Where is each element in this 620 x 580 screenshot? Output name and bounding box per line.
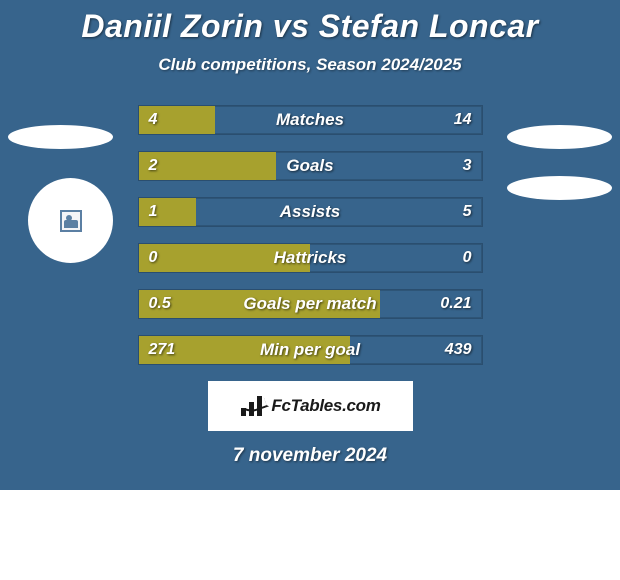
stat-right-value: 0.21 xyxy=(440,295,471,313)
stat-label: Assists xyxy=(280,202,340,222)
stat-label: Goals per match xyxy=(243,294,376,314)
date: 7 november 2024 xyxy=(0,445,620,467)
player-right-name-placeholder xyxy=(507,125,612,149)
stat-right-value: 439 xyxy=(445,341,472,359)
stat-fill xyxy=(139,152,276,180)
stat-left-value: 0.5 xyxy=(149,295,171,313)
comparison-card: Daniil Zorin vs Stefan Loncar Club compe… xyxy=(0,0,620,490)
stat-right-value: 0 xyxy=(463,249,472,267)
stat-row: 4 Matches 14 xyxy=(138,105,483,135)
avatar-placeholder-icon xyxy=(60,210,82,232)
stat-row: 0.5 Goals per match 0.21 xyxy=(138,289,483,319)
stat-row: 1 Assists 5 xyxy=(138,197,483,227)
stat-fill xyxy=(139,198,196,226)
stat-right-value: 3 xyxy=(463,157,472,175)
subtitle: Club competitions, Season 2024/2025 xyxy=(0,55,620,75)
title: Daniil Zorin vs Stefan Loncar xyxy=(0,8,620,45)
logo-text: FcTables.com xyxy=(271,396,380,416)
stat-label: Matches xyxy=(276,110,344,130)
stat-bars: 4 Matches 14 2 Goals 3 1 Assists 5 0 Hattricks 0 0.5… xyxy=(138,105,483,365)
stat-row: 271 Min per goal 439 xyxy=(138,335,483,365)
stat-label: Hattricks xyxy=(274,248,347,268)
stat-row: 2 Goals 3 xyxy=(138,151,483,181)
stat-left-value: 1 xyxy=(149,203,158,221)
logo-box: FcTables.com xyxy=(208,381,413,431)
player-left-name-placeholder xyxy=(8,125,113,149)
stat-left-value: 4 xyxy=(149,111,158,129)
stat-label: Goals xyxy=(286,156,333,176)
stat-row: 0 Hattricks 0 xyxy=(138,243,483,273)
fctables-logo-icon xyxy=(239,396,265,416)
stat-right-value: 5 xyxy=(463,203,472,221)
player-left-avatar xyxy=(28,178,113,263)
stat-left-value: 0 xyxy=(149,249,158,267)
stat-right-value: 14 xyxy=(454,111,472,129)
stat-left-value: 271 xyxy=(149,341,176,359)
player-right-club-placeholder xyxy=(507,176,612,200)
stat-left-value: 2 xyxy=(149,157,158,175)
stat-label: Min per goal xyxy=(260,340,360,360)
